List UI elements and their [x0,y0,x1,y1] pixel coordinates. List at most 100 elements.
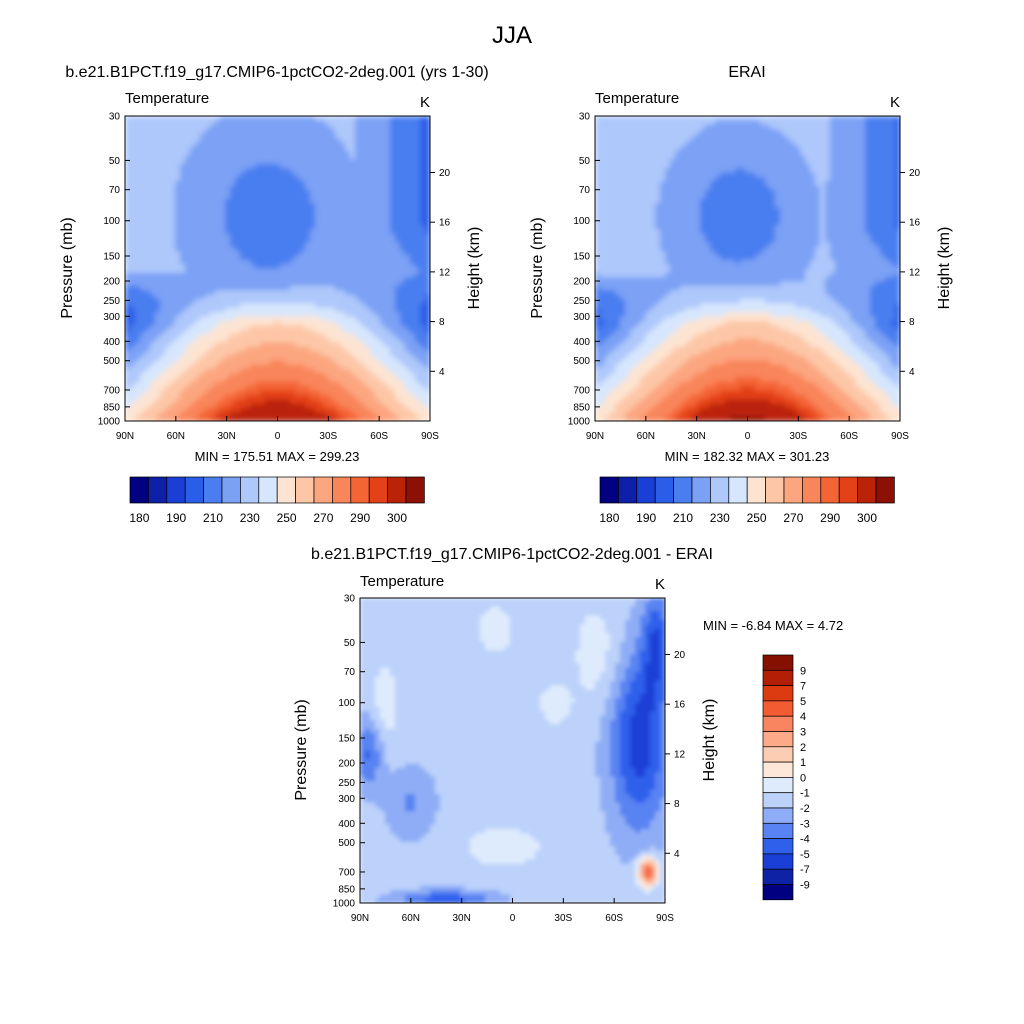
obs-xtick-label: 90N [586,431,604,442]
obs-colorbar-box [857,476,877,504]
model-ytick-label: 400 [103,337,120,348]
model-colorbar-box [184,476,204,504]
diff-stats: MIN = -6.84 MAX = 4.72 [703,618,843,633]
obs-height-tick-label: 12 [909,267,921,278]
diff-left-label: Temperature [360,573,444,590]
diff-colorbar-label: 4 [800,711,806,723]
obs-xtick-label: 30S [789,431,807,442]
model-colorbar-label: 300 [387,511,407,525]
obs-ytick-label: 250 [573,296,590,307]
diff-height-tick-label: 4 [674,849,680,860]
model-colorbar-box [148,476,168,504]
diff-ytick-label: 150 [338,733,355,744]
obs-field [595,116,900,421]
obs-ytick-label: 500 [573,356,590,367]
obs-colorbar-label: 270 [783,511,803,525]
model-xtick-label: 30N [217,431,235,442]
diff-colorbar-label: -7 [800,864,810,876]
diff-height-tick-label: 20 [674,650,686,661]
model-colorbar-label: 290 [350,511,370,525]
obs-colorbar-box [802,476,822,504]
model-height-tick-label: 16 [439,218,451,229]
model-colorbar-box [313,476,333,504]
diff-colorbar-box [762,731,794,748]
model-colorbar-box [387,476,407,504]
diff-colorbar-box [762,700,794,717]
obs-colorbar-box [838,476,858,504]
obs-ytick-label: 150 [573,251,590,262]
diff-xtick-label: 60N [402,913,420,924]
obs-height-tick-label: 20 [909,168,921,179]
model-ytick-label: 30 [109,112,121,123]
model-colorbar-box [221,476,241,504]
diff-colorbar-box [762,868,794,885]
obs-colorbar-label: 290 [820,511,840,525]
obs-ylabel-right: Height (km) [936,227,953,310]
diff-xtick-label: 60S [605,913,623,924]
obs-colorbar-box [820,476,840,504]
diff-xtick-label: 0 [510,913,516,924]
model-colorbar-label: 180 [129,511,149,525]
diff-xtick-label: 30S [554,913,572,924]
obs-xtick-label: 30N [687,431,705,442]
model-ytick-label: 150 [103,251,120,262]
obs-ytick-label: 300 [573,312,590,323]
obs-colorbar-box [765,476,785,504]
model-ytick-label: 70 [109,185,121,196]
diff-colorbar-box [762,777,794,794]
diff-units-label: K [655,576,665,593]
obs-ytick-label: 100 [573,216,590,227]
model-field [125,116,430,421]
diff-colorbar-label: -2 [800,803,810,815]
obs-ytick-label: 70 [579,185,591,196]
obs-colorbar-box [875,476,895,504]
model-height-tick-label: 8 [439,317,445,328]
model-colorbar-box [368,476,388,504]
diff-ytick-label: 1000 [333,899,356,910]
obs-ytick-label: 30 [579,112,591,123]
obs-colorbar-box [728,476,748,504]
obs-colorbar-box [654,476,674,504]
obs-colorbar-box [636,476,656,504]
diff-ytick-label: 250 [338,778,355,789]
model-colorbar-label: 230 [240,511,260,525]
obs-height-tick-label: 16 [909,218,921,229]
model-ytick-label: 500 [103,356,120,367]
model-units-label: K [420,94,430,111]
diff-colorbar-box [762,807,794,824]
diff-field [360,598,665,903]
obs-colorbar-box [783,476,803,504]
diff-height-tick-label: 16 [674,700,686,711]
diff-colorbar-label: -9 [800,880,810,892]
model-stats: MIN = 175.51 MAX = 299.23 [195,449,360,464]
obs-panel: ERAI Temperature K 305070100150200250300… [529,64,953,525]
diff-colorbar-box [762,715,794,732]
diff-colorbar-label: 7 [800,681,806,693]
diff-colorbar-label: 2 [800,742,806,754]
model-colorbar-box [350,476,370,504]
diff-panel-title: b.e21.B1PCT.f19_g17.CMIP6-1pctCO2-2deg.0… [311,546,713,563]
model-panel: b.e21.B1PCT.f19_g17.CMIP6-1pctCO2-2deg.0… [59,64,489,525]
obs-left-label: Temperature [595,90,679,107]
obs-ytick-label: 850 [573,402,590,413]
model-colorbar-box [258,476,278,504]
diff-colorbar-box [762,884,794,901]
obs-stats: MIN = 182.32 MAX = 301.23 [665,449,830,464]
figure-title: JJA [492,22,532,49]
obs-xtick-label: 90S [891,431,909,442]
model-ylabel-right: Height (km) [466,227,483,310]
obs-ytick-label: 200 [573,277,590,288]
model-colorbar-label: 190 [166,511,186,525]
diff-colorbar-box [762,654,794,671]
diff-height-tick-label: 12 [674,749,686,760]
diff-height-tick-label: 8 [674,799,680,810]
model-ytick-label: 700 [103,385,120,396]
obs-colorbar-label: 210 [673,511,693,525]
model-left-label: Temperature [125,90,209,107]
obs-ytick-label: 50 [579,156,591,167]
diff-colorbar-label: -3 [800,818,810,830]
model-colorbar-box [240,476,260,504]
model-xtick-label: 30S [319,431,337,442]
diff-ylabel: Pressure (mb) [293,699,310,800]
